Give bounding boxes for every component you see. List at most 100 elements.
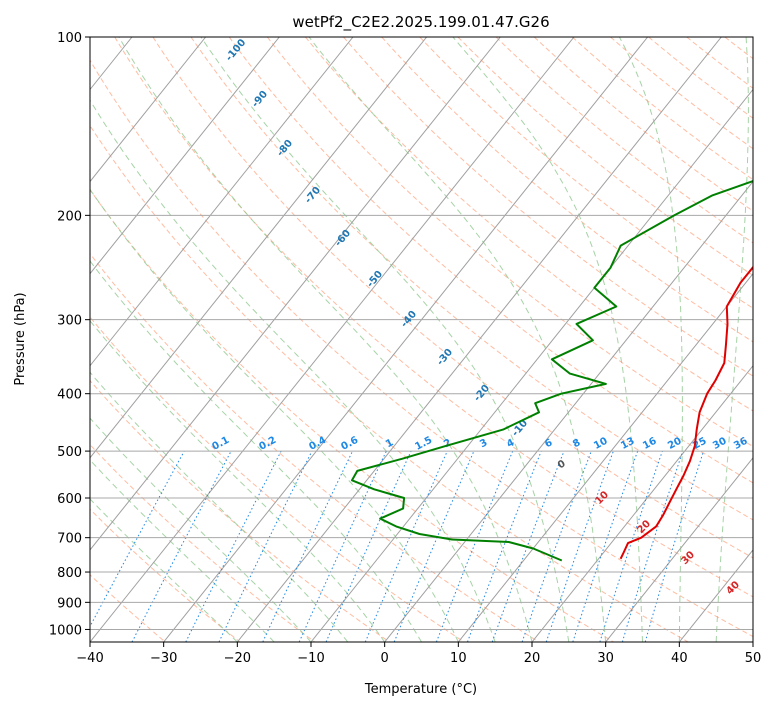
temperature-trace xyxy=(619,265,753,560)
profile-traces xyxy=(351,179,753,562)
mixing-ratio-label: 20 xyxy=(666,436,683,452)
moist-adiabat xyxy=(90,99,496,642)
isotherm-line xyxy=(90,37,575,642)
isotherm-line xyxy=(90,37,428,459)
dry-adiabat xyxy=(381,37,753,343)
y-tick-label: 200 xyxy=(57,209,82,224)
y-tick-label: 800 xyxy=(57,566,82,581)
mixing-ratio-label: 0.2 xyxy=(257,435,278,453)
dry-adiabat xyxy=(90,443,315,642)
mixing-ratio-line xyxy=(621,450,684,642)
mixing-ratio-line xyxy=(185,450,282,642)
isotherm-label: -60 xyxy=(333,228,353,249)
dry-adiabat xyxy=(610,37,753,150)
dry-adiabat xyxy=(90,189,614,642)
x-axis-title: Temperature (°C) xyxy=(364,682,477,697)
dry-adiabat xyxy=(571,37,753,181)
y-tick-label: 1000 xyxy=(49,623,82,638)
moist-adiabat xyxy=(308,37,607,642)
dry-adiabat xyxy=(90,379,390,642)
moist-adiabat xyxy=(90,459,275,642)
x-tick-label: −30 xyxy=(150,651,177,666)
chart-title: wetPf2_C2E2.2025.199.01.47.G26 xyxy=(292,13,549,32)
mixing-ratio-label: 0.4 xyxy=(307,435,328,453)
dry-adiabat xyxy=(457,37,753,276)
y-axis-ticks: 100 200 300 400 500 600 700 800 900 1000 xyxy=(49,31,90,638)
mixing-ratio-line xyxy=(467,450,542,642)
dry-adiabat xyxy=(724,37,753,60)
moist-adiabat xyxy=(90,188,459,642)
isotherm-line xyxy=(163,37,649,642)
y-tick-label: 400 xyxy=(57,388,82,403)
mixing-ratio-line xyxy=(364,450,448,642)
isotherm-label: -20 xyxy=(472,383,492,404)
warm-isotherm-label: 10 xyxy=(593,489,611,507)
isotherm-line xyxy=(752,641,753,642)
warm-isotherm-label: 20 xyxy=(635,518,653,536)
mixing-ratio-label: 8 xyxy=(571,437,582,450)
isotherm-line xyxy=(90,37,354,367)
mixing-ratio-label: 1 xyxy=(384,437,395,450)
isotherm-line xyxy=(90,37,501,551)
dry-adiabat xyxy=(648,37,753,119)
warm-isotherm-label: 30 xyxy=(679,549,697,567)
mixing-ratio-line xyxy=(599,450,663,642)
background-lines xyxy=(0,37,753,642)
y-axis-title: Pressure (hPa) xyxy=(13,292,28,385)
x-tick-label: −10 xyxy=(297,651,324,666)
isotherm-line xyxy=(310,88,753,642)
moist-adiabat-label: 0 xyxy=(556,458,568,471)
mixing-ratio-line xyxy=(218,450,313,642)
x-tick-label: −20 xyxy=(224,651,251,666)
dry-adiabat xyxy=(266,37,753,448)
x-axis-ticks: −40 −30 −20 −10 0 10 20 30 40 50 xyxy=(76,642,761,666)
y-tick-label: 500 xyxy=(57,445,82,460)
mixing-ratio-line xyxy=(90,450,185,628)
mixing-ratio-label: 6 xyxy=(543,437,554,450)
mixing-ratio-label: 3 xyxy=(478,437,489,450)
isotherm-line xyxy=(531,364,753,642)
isotherm-line xyxy=(90,37,280,275)
y-tick-label: 100 xyxy=(57,31,82,46)
moist-adiabat xyxy=(200,37,570,642)
mixing-ratio-line xyxy=(644,450,705,642)
dry-adiabat xyxy=(343,37,753,377)
mixing-ratio-label: 36 xyxy=(732,436,749,452)
isotherm-line xyxy=(236,37,722,642)
isotherm-line xyxy=(384,180,753,642)
isotherm-line xyxy=(0,37,58,642)
x-tick-label: 30 xyxy=(597,651,614,666)
x-tick-label: −40 xyxy=(76,651,103,666)
x-tick-label: 40 xyxy=(671,651,688,666)
y-tick-label: 900 xyxy=(57,596,82,611)
moist-adiabat xyxy=(118,37,533,642)
y-tick-label: 600 xyxy=(57,492,82,507)
mixing-ratio-label: 10 xyxy=(592,436,609,452)
isotherm-line xyxy=(90,37,207,183)
isotherm-line xyxy=(457,272,753,642)
mixing-ratio-line xyxy=(521,450,592,642)
moist-adiabat xyxy=(90,320,386,642)
isotherm-label: -30 xyxy=(435,347,455,368)
moist-adiabat xyxy=(618,37,683,642)
dry-adiabat xyxy=(419,37,753,309)
moist-adiabat xyxy=(90,498,238,642)
mixing-ratio-label: 16 xyxy=(641,436,658,452)
pressure-grid xyxy=(90,37,753,630)
mixing-ratio-line xyxy=(325,450,412,642)
x-tick-label: 10 xyxy=(450,651,467,666)
dry-adiabat xyxy=(152,37,753,559)
mixing-ratio-line xyxy=(545,450,614,642)
dry-adiabat xyxy=(305,37,753,412)
dry-adiabat xyxy=(90,252,540,642)
dry-adiabat xyxy=(114,37,753,598)
isotherm-label: -100 xyxy=(224,37,249,63)
dry-adiabat xyxy=(228,37,753,484)
isotherm-label: -90 xyxy=(250,89,270,110)
mixing-ratio-label: 0.6 xyxy=(339,435,360,453)
dry-adiabat xyxy=(90,59,753,638)
isotherm-line xyxy=(605,457,753,642)
x-tick-label: 50 xyxy=(745,651,762,666)
x-tick-label: 0 xyxy=(381,651,389,666)
